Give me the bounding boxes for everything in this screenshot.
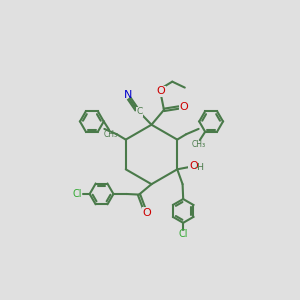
Text: O: O (156, 86, 165, 96)
Text: C: C (136, 107, 143, 116)
Text: N: N (124, 90, 133, 100)
Text: -H: -H (194, 163, 204, 172)
Text: O: O (179, 102, 188, 112)
Text: Cl: Cl (73, 189, 82, 199)
Text: CH₃: CH₃ (103, 130, 118, 139)
Text: CH₃: CH₃ (191, 140, 206, 149)
Text: O: O (189, 161, 198, 171)
Text: Cl: Cl (178, 229, 188, 239)
Text: O: O (142, 208, 151, 218)
